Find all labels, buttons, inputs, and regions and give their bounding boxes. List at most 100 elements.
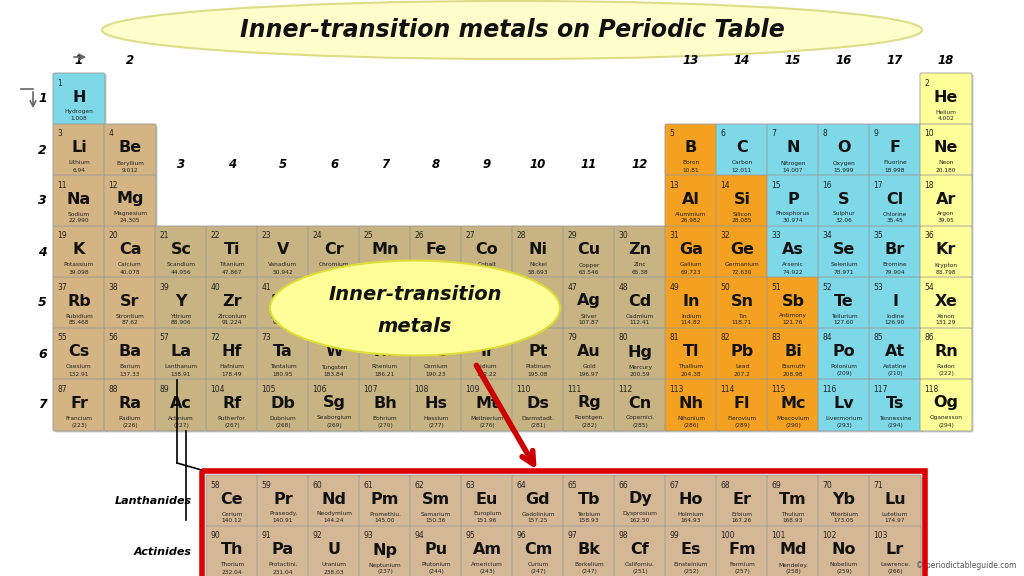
Text: Ne: Ne [934,141,958,156]
Text: Selenium: Selenium [830,263,858,267]
Text: 1.008: 1.008 [71,116,87,122]
Text: 31: 31 [670,232,679,241]
Text: 23: 23 [261,232,271,241]
FancyBboxPatch shape [563,379,615,431]
Text: (223): (223) [71,423,87,427]
Text: Rhodium: Rhodium [474,313,500,319]
Text: (209): (209) [836,372,852,377]
Text: Iodine: Iodine [886,313,904,319]
Text: 108: 108 [415,385,429,393]
FancyBboxPatch shape [513,279,565,331]
FancyBboxPatch shape [667,126,719,177]
Text: (285): (285) [632,423,648,427]
Text: 9: 9 [873,130,879,138]
Text: 121.76: 121.76 [783,320,803,325]
Text: Rubidium: Rubidium [66,313,93,319]
Text: Hassium: Hassium [423,415,449,420]
Text: U: U [328,543,341,558]
Text: 190.23: 190.23 [426,372,446,377]
Text: 26.982: 26.982 [681,218,701,223]
FancyBboxPatch shape [463,381,514,433]
FancyBboxPatch shape [920,73,972,125]
Text: 19: 19 [57,232,68,241]
Text: 65.38: 65.38 [632,270,648,275]
Text: Mn: Mn [372,242,398,257]
Text: 5: 5 [279,158,287,171]
FancyBboxPatch shape [768,528,820,576]
Text: 17: 17 [887,54,903,67]
Text: Be: Be [119,141,141,156]
Text: Chlorine: Chlorine [883,211,907,217]
Text: Terbium: Terbium [578,511,601,517]
FancyBboxPatch shape [208,476,259,529]
Text: 7: 7 [38,399,47,411]
FancyBboxPatch shape [463,228,514,279]
Text: 115: 115 [771,385,785,393]
FancyBboxPatch shape [667,176,719,229]
Text: Se: Se [833,242,855,257]
Text: 10: 10 [925,130,934,138]
Text: 83: 83 [771,334,781,343]
Text: Fr: Fr [70,396,88,411]
Text: Radon: Radon [937,365,955,369]
Text: 95: 95 [466,532,475,540]
Text: 118.71: 118.71 [732,320,752,325]
FancyBboxPatch shape [359,526,411,576]
FancyBboxPatch shape [104,175,156,227]
Text: 97: 97 [567,532,578,540]
Text: Re: Re [374,344,396,359]
FancyBboxPatch shape [308,526,360,576]
Text: 13: 13 [683,54,699,67]
Text: 77: 77 [466,334,475,343]
Text: Inner-transition metals on Periodic Table: Inner-transition metals on Periodic Tabl… [240,18,784,42]
Text: (237): (237) [377,570,393,574]
Text: 183.84: 183.84 [324,372,344,377]
FancyBboxPatch shape [208,228,259,279]
Text: Titanium: Titanium [219,263,245,267]
Text: Roentgen.: Roentgen. [573,415,604,420]
Text: 15: 15 [784,54,801,67]
FancyBboxPatch shape [920,328,972,380]
FancyBboxPatch shape [768,126,820,177]
Text: Niobium: Niobium [270,313,295,319]
FancyBboxPatch shape [308,475,360,527]
Text: 18: 18 [938,54,954,67]
FancyBboxPatch shape [208,528,259,576]
Text: O: O [838,141,851,156]
Text: 47: 47 [567,282,578,291]
FancyBboxPatch shape [716,226,768,278]
Text: (286): (286) [683,423,698,427]
FancyBboxPatch shape [564,381,616,433]
Text: Europium: Europium [473,511,501,517]
FancyBboxPatch shape [104,328,156,380]
Text: Americium: Americium [471,563,503,567]
FancyBboxPatch shape [869,379,921,431]
FancyBboxPatch shape [513,528,565,576]
FancyBboxPatch shape [563,277,615,329]
Text: Hg: Hg [628,344,652,359]
FancyBboxPatch shape [716,526,768,576]
Text: 118: 118 [925,385,939,393]
Text: 2: 2 [925,78,929,88]
Text: 178.49: 178.49 [222,372,243,377]
Text: 70: 70 [822,480,833,490]
FancyBboxPatch shape [768,476,820,529]
Text: 13: 13 [670,180,679,190]
Text: Argon: Argon [937,211,954,217]
FancyBboxPatch shape [819,279,871,331]
FancyBboxPatch shape [513,381,565,433]
Text: 18.998: 18.998 [885,168,905,172]
FancyBboxPatch shape [818,124,870,176]
FancyBboxPatch shape [768,329,820,381]
Text: Ds: Ds [526,396,550,411]
FancyBboxPatch shape [257,328,309,380]
FancyBboxPatch shape [563,526,615,576]
Text: 92.906: 92.906 [272,320,293,325]
FancyBboxPatch shape [819,126,871,177]
Text: Md: Md [779,543,807,558]
Text: H: H [73,89,86,104]
FancyBboxPatch shape [922,176,974,229]
FancyBboxPatch shape [615,476,668,529]
Text: Ar: Ar [936,191,956,207]
Text: Tl: Tl [683,344,699,359]
